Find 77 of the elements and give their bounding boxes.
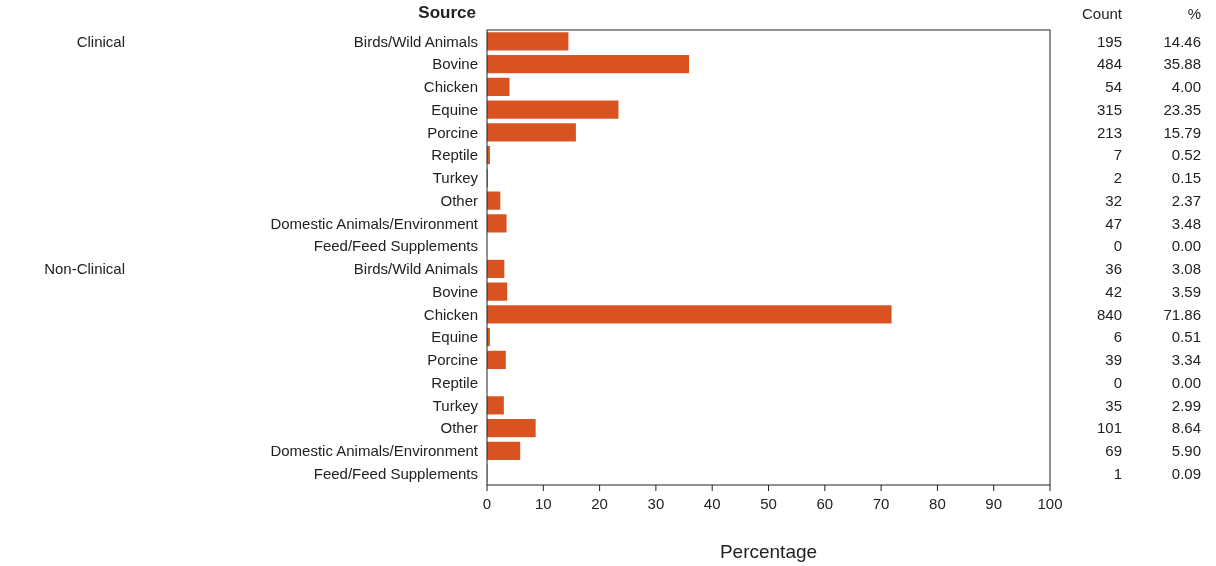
data-label: 8.64	[1171, 419, 1201, 437]
text: 0	[1113, 237, 1122, 255]
y-tick-label: Other	[440, 419, 478, 437]
text: 7	[1113, 146, 1122, 164]
x-tick-label: 20	[591, 495, 608, 512]
x-tick-label: 60	[816, 495, 834, 512]
y-tick-label: Reptile	[431, 146, 478, 164]
text: 42	[1105, 282, 1122, 300]
data-label: 0.00	[1171, 373, 1201, 391]
text: 213	[1096, 123, 1122, 141]
y-tick-label: Reptile	[431, 373, 478, 391]
data-label: 14.46	[1163, 32, 1201, 50]
data-label: 71.86	[1163, 305, 1201, 323]
y-tick-label: Porcine	[427, 351, 478, 369]
text: 840	[1096, 305, 1122, 323]
text: Count	[1081, 5, 1123, 22]
x-tick-label: 70	[872, 495, 890, 512]
y-tick-label: Feed/Feed Supplements	[313, 237, 478, 255]
y-tick-label: Turkey	[432, 396, 479, 414]
x-tick-label: 40	[703, 495, 721, 512]
text: 0	[1113, 373, 1122, 391]
text: 315	[1096, 100, 1122, 118]
y-tick-label: Equine	[431, 100, 478, 118]
x-tick-label: 10	[534, 495, 552, 512]
y-tick-label: Birds/Wild Animals	[353, 260, 478, 278]
text: Clinical	[76, 32, 125, 50]
text: 36	[1105, 260, 1122, 278]
data-label: 4.00	[1171, 78, 1201, 96]
text: 54	[1105, 78, 1122, 96]
text: %	[1187, 5, 1201, 22]
data-label: 0.51	[1171, 328, 1201, 346]
text: 101	[1096, 419, 1122, 437]
data-label: 0.15	[1171, 169, 1201, 187]
x-tick-label: 80	[929, 495, 946, 512]
data-label: 35.88	[1163, 55, 1201, 73]
x-axis-title: Percentage	[719, 541, 818, 562]
y-tick-label: Feed/Feed Supplements	[313, 464, 478, 482]
x-tick-label: 90	[985, 495, 1003, 512]
y-tick-label: Chicken	[423, 78, 478, 96]
text: 69	[1105, 442, 1122, 460]
data-label: 2.37	[1171, 191, 1201, 209]
data-label: 5.90	[1171, 442, 1201, 460]
y-tick-label: Birds/Wild Animals	[353, 32, 478, 50]
data-label: 0.00	[1171, 237, 1201, 255]
text: 195	[1096, 32, 1122, 50]
y-tick-label: Domestic Animals/Environment	[270, 442, 479, 460]
data-label: 0.09	[1171, 464, 1201, 482]
data-label: 15.79	[1163, 123, 1201, 141]
text: 47	[1105, 214, 1122, 232]
x-tick-label: 50	[760, 495, 777, 512]
x-tick-label: 0	[482, 495, 492, 512]
text: 32	[1105, 191, 1122, 209]
data-label: 3.48	[1171, 214, 1201, 232]
text: Non-Clinical	[44, 260, 125, 278]
data-label: 0.52	[1171, 146, 1201, 164]
y-tick-label: Chicken	[423, 305, 478, 323]
y-tick-label: Bovine	[432, 55, 478, 73]
y-tick-label: Turkey	[432, 169, 479, 187]
y-tick-label: Equine	[431, 328, 478, 346]
text: 1	[1113, 464, 1122, 482]
y-tick-label: Other	[440, 191, 478, 209]
x-tick-label: 100	[1037, 495, 1063, 512]
data-label: 3.59	[1171, 282, 1201, 300]
text: 39	[1105, 351, 1122, 369]
text: 6	[1113, 328, 1122, 346]
data-label: 3.08	[1171, 260, 1201, 278]
data-label: 23.35	[1163, 100, 1201, 118]
text: 2	[1113, 169, 1122, 187]
y-tick-label: Porcine	[427, 123, 478, 141]
text: 35	[1105, 396, 1122, 414]
y-tick-label: Domestic Animals/Environment	[270, 214, 479, 232]
y-tick-label: Bovine	[432, 282, 478, 300]
x-tick-label: 30	[647, 495, 665, 512]
data-label: 3.34	[1171, 351, 1201, 369]
data-label: 2.99	[1171, 396, 1201, 414]
y-axis-title: Source	[418, 3, 476, 22]
text: 484	[1096, 55, 1122, 73]
